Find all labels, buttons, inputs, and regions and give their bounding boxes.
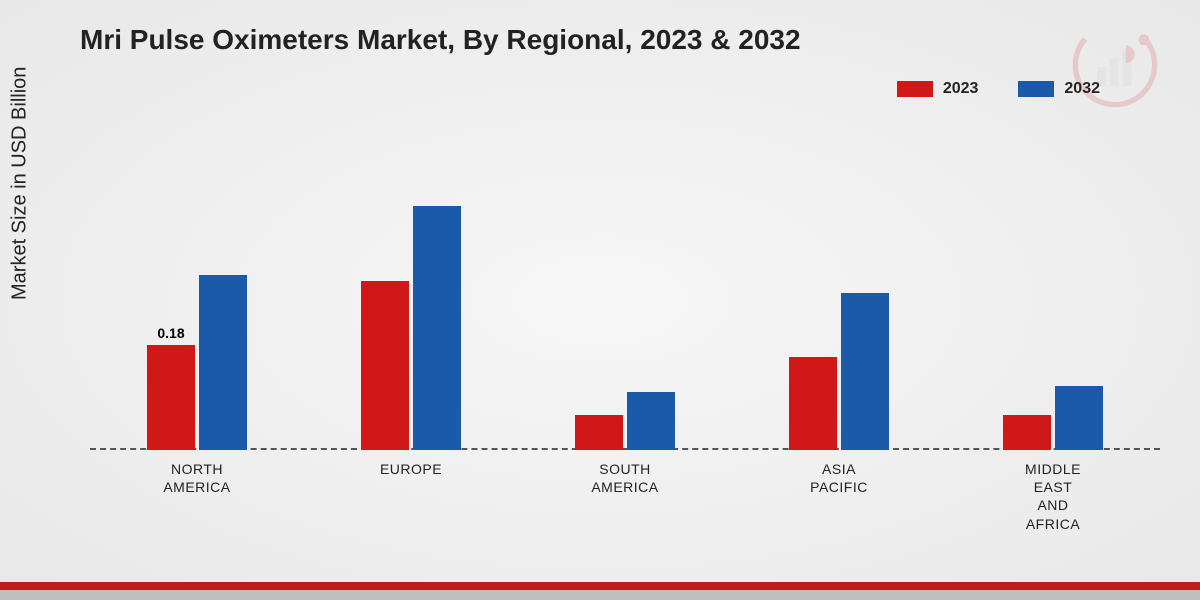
legend-label-2023: 2023	[943, 80, 979, 98]
footer-bar-grey	[0, 590, 1200, 600]
legend-label-2032: 2032	[1064, 80, 1100, 98]
footer-bar-red	[0, 582, 1200, 590]
bar-2023: 0.18	[147, 345, 195, 450]
chart-title: Mri Pulse Oximeters Market, By Regional,…	[80, 24, 801, 56]
x-axis-label: NORTH AMERICA	[137, 460, 257, 540]
bar-2032	[413, 206, 461, 450]
x-axis-label: MIDDLE EAST AND AFRICA	[993, 460, 1113, 540]
bar-group	[789, 293, 889, 450]
chart-canvas: Mri Pulse Oximeters Market, By Regional,…	[0, 0, 1200, 600]
plot-area: 0.18	[90, 130, 1160, 450]
bar-group	[1003, 386, 1103, 450]
y-axis-label: Market Size in USD Billion	[9, 67, 32, 300]
bar-group: 0.18	[147, 275, 247, 450]
legend-swatch-2032	[1018, 81, 1054, 97]
legend-item-2023: 2023	[897, 80, 979, 98]
bar-2032	[199, 275, 247, 450]
bar-group	[575, 392, 675, 450]
x-axis-label: SOUTH AMERICA	[565, 460, 685, 540]
bar-2032	[1055, 386, 1103, 450]
bar-2023	[575, 415, 623, 450]
bar-2023	[1003, 415, 1051, 450]
legend-swatch-2023	[897, 81, 933, 97]
bar-group	[361, 206, 461, 450]
legend-item-2032: 2032	[1018, 80, 1100, 98]
bar-value-label: 0.18	[157, 325, 184, 341]
bar-2032	[627, 392, 675, 450]
bar-2023	[361, 281, 409, 450]
bar-2032	[841, 293, 889, 450]
x-axis-label: ASIA PACIFIC	[779, 460, 899, 540]
footer-bar	[0, 582, 1200, 600]
bar-2023	[789, 357, 837, 450]
bar-groups: 0.18	[90, 130, 1160, 450]
legend: 2023 2032	[897, 80, 1100, 98]
x-axis-labels: NORTH AMERICA EUROPE SOUTH AMERICA ASIA PAC…	[90, 460, 1160, 540]
x-axis-label: EUROPE	[351, 460, 471, 540]
